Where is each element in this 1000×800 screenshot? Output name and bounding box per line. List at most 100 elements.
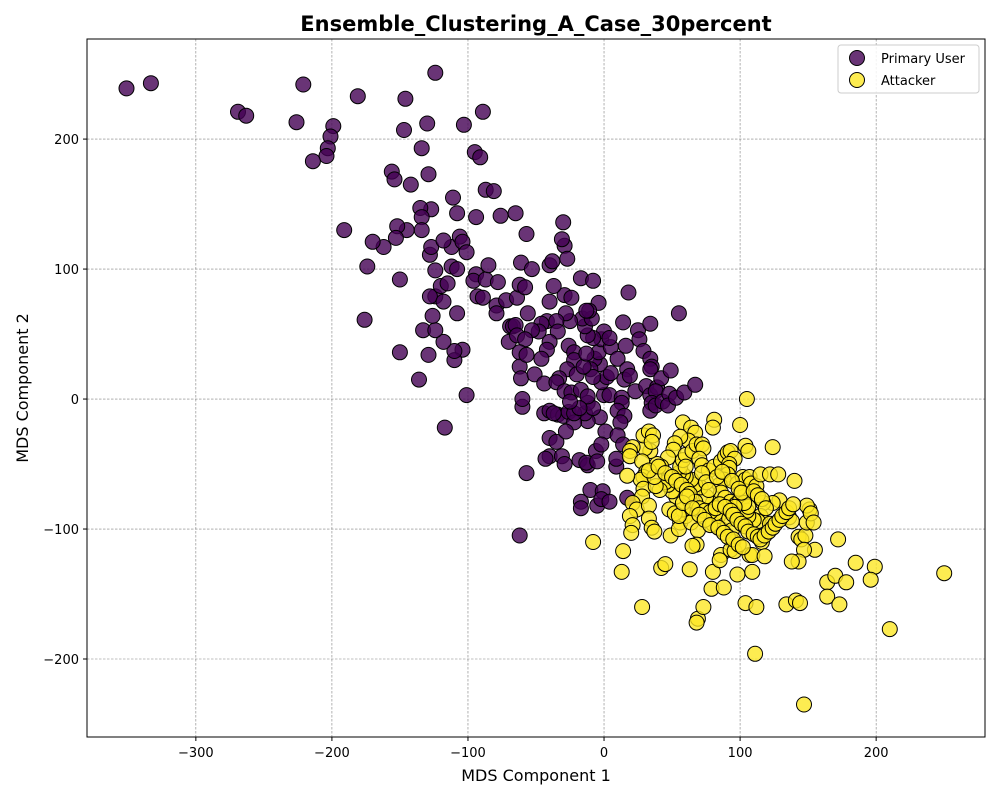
- data-point: [513, 370, 529, 387]
- data-point: [356, 311, 373, 328]
- data-point: [468, 209, 485, 226]
- data-point: [436, 419, 453, 436]
- legend-box: [837, 44, 980, 94]
- data-point: [700, 482, 717, 498]
- data-point: [427, 64, 444, 81]
- data-point: [386, 171, 403, 188]
- data-point: [449, 205, 466, 222]
- data-point: [608, 450, 625, 467]
- data-point: [646, 523, 663, 540]
- data-point: [472, 149, 489, 166]
- data-point: [738, 391, 755, 407]
- data-point: [575, 358, 592, 375]
- data-point: [458, 387, 475, 404]
- x-tick-label: 100: [728, 746, 753, 761]
- data-point: [518, 226, 535, 242]
- x-axis-ticks: −300 −200 −100 0 100 200: [178, 737, 889, 761]
- data-point: [601, 493, 618, 510]
- data-point: [732, 417, 749, 433]
- data-point: [621, 367, 638, 384]
- data-point: [449, 261, 466, 278]
- data-point: [514, 391, 531, 407]
- data-point: [593, 436, 610, 453]
- x-tick-label: 0: [600, 746, 608, 761]
- data-point: [578, 345, 595, 362]
- data-point: [744, 563, 761, 580]
- data-point: [449, 305, 466, 322]
- x-tick-label: −100: [450, 746, 486, 761]
- data-point: [446, 343, 463, 359]
- data-point: [612, 414, 629, 431]
- grid-lines: [87, 39, 985, 737]
- data-point: [619, 467, 636, 484]
- series-attacker: [585, 391, 953, 713]
- data-point: [517, 279, 534, 296]
- data-point: [523, 261, 540, 278]
- data-point: [421, 288, 438, 305]
- data-point: [435, 232, 452, 249]
- data-point: [585, 272, 602, 289]
- data-point: [936, 565, 953, 582]
- data-point: [336, 222, 353, 239]
- data-point: [557, 423, 574, 440]
- data-point: [559, 250, 576, 267]
- data-point: [657, 556, 674, 573]
- data-point: [359, 258, 376, 275]
- y-tick-label: −100: [43, 523, 79, 538]
- data-point: [757, 500, 774, 517]
- data-point: [601, 330, 618, 346]
- data-point: [391, 344, 408, 361]
- data-point: [413, 222, 430, 239]
- legend-marker-primary-user: [849, 50, 865, 66]
- data-point: [748, 599, 765, 615]
- data-points: [118, 64, 953, 713]
- data-point: [519, 305, 536, 322]
- legend-label-attacker: Attacker: [881, 74, 936, 89]
- data-point: [511, 527, 528, 544]
- data-point: [695, 599, 712, 615]
- data-point: [676, 384, 693, 401]
- data-point: [602, 365, 619, 382]
- plot-area-frame: [86, 38, 986, 738]
- data-point: [295, 76, 312, 93]
- y-tick-label: 0: [71, 393, 79, 408]
- data-point: [364, 233, 381, 250]
- data-point: [704, 419, 721, 436]
- data-point: [634, 599, 651, 615]
- data-point: [391, 271, 408, 288]
- data-point: [613, 563, 630, 580]
- data-point: [585, 534, 602, 550]
- data-point: [411, 371, 427, 388]
- data-point: [643, 433, 660, 450]
- data-point: [770, 466, 787, 483]
- data-point: [670, 305, 687, 322]
- data-point: [796, 696, 812, 713]
- x-axis-label: MDS Component 1: [461, 766, 611, 785]
- data-point: [507, 205, 524, 222]
- data-point: [413, 140, 430, 157]
- data-point: [387, 229, 404, 246]
- data-point: [617, 337, 634, 354]
- data-point: [349, 88, 366, 105]
- y-axis-ticks: −200 −100 0 100 200: [43, 133, 87, 668]
- data-point: [518, 465, 535, 482]
- legend-marker-attacker: [849, 72, 865, 88]
- data-point: [563, 289, 580, 306]
- series-primary-user: [118, 64, 704, 544]
- data-point: [541, 293, 558, 310]
- data-point: [662, 362, 679, 379]
- data-point: [304, 153, 321, 170]
- data-point: [620, 284, 637, 301]
- data-point: [424, 307, 441, 324]
- data-point: [747, 645, 764, 662]
- data-point: [238, 107, 255, 124]
- data-point: [445, 189, 461, 206]
- legend-label-primary-user: Primary User: [881, 52, 966, 67]
- data-point: [474, 103, 491, 120]
- data-point: [544, 253, 561, 270]
- data-point: [819, 588, 836, 605]
- data-point: [420, 346, 437, 363]
- data-point: [439, 275, 456, 292]
- data-point: [847, 554, 864, 571]
- data-point: [589, 453, 606, 470]
